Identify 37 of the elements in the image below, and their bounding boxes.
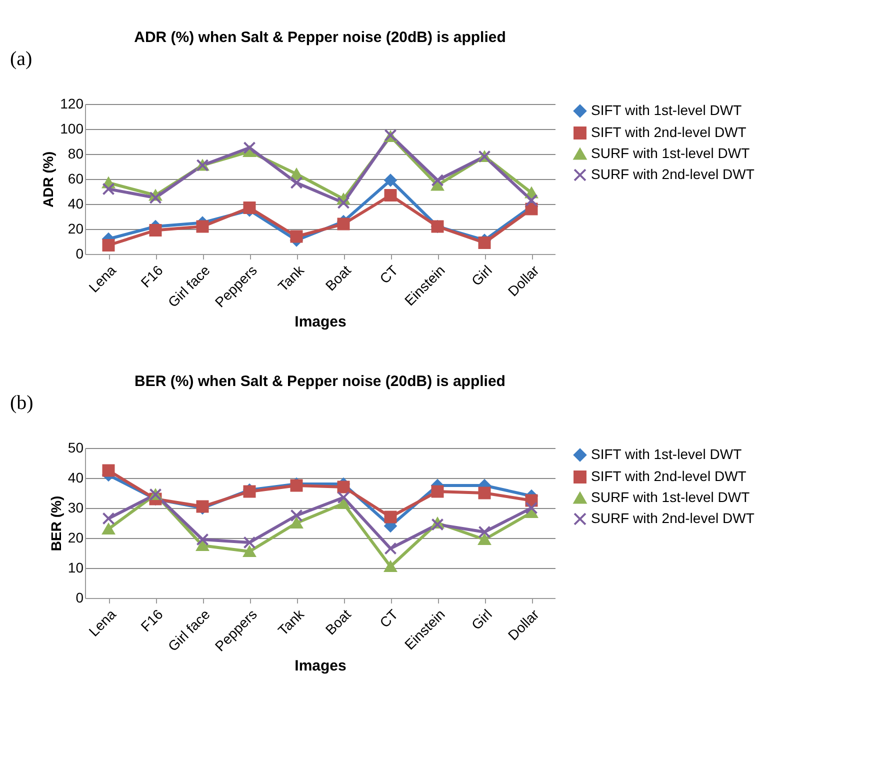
y-tick-label: 60	[68, 170, 84, 186]
y-tick-label: 20	[68, 220, 84, 236]
x-tick-label: Girl face	[164, 262, 214, 310]
legend-label: SURF with 2nd-level DWT	[591, 166, 755, 182]
x-tick-label: Girl	[468, 262, 495, 289]
y-tick-label: 120	[60, 96, 84, 112]
y-tick-label: 40	[68, 470, 84, 486]
x-tick-label: F16	[138, 606, 166, 634]
y-tick-label: 10	[68, 560, 84, 576]
legend-label: SURF with 2nd-level DWT	[591, 510, 755, 526]
y-tick-label: 100	[60, 120, 84, 136]
x-axis-title: Images	[294, 313, 346, 330]
y-tick-label: 40	[68, 196, 84, 212]
y-tick-label: 0	[76, 246, 84, 262]
text: (a)	[10, 48, 32, 70]
legend-label: SIFT with 2nd-level DWT	[591, 124, 747, 140]
legend-label: SURF with 1st-level DWT	[591, 489, 750, 505]
x-tick-label: Girl	[468, 606, 495, 633]
legend-label: SURF with 1st-level DWT	[591, 145, 750, 161]
legend-label: SIFT with 1st-level DWT	[591, 446, 742, 462]
y-axis-title: BER (%)	[48, 496, 64, 552]
chart-title: BER (%) when Salt & Pepper noise (20dB) is applied	[134, 373, 506, 390]
legend-label: SIFT with 1st-level DWT	[591, 102, 742, 118]
legend-label: SIFT with 2nd-level DWT	[591, 468, 747, 484]
x-tick-label: CT	[376, 606, 402, 631]
y-tick-label: 20	[68, 530, 84, 546]
x-tick-label: CT	[376, 262, 402, 287]
x-tick-label: F16	[138, 262, 166, 290]
x-tick-label: Girl face	[164, 606, 214, 654]
y-axis-title: ADR (%)	[40, 152, 56, 208]
y-tick-label: 30	[68, 500, 84, 516]
y-tick-label: 80	[68, 146, 84, 162]
y-tick-label: 0	[76, 590, 84, 606]
x-axis-title: Images	[294, 657, 346, 674]
text: (b)	[10, 392, 34, 414]
chart-title: ADR (%) when Salt & Pepper noise (20dB) is applied	[134, 29, 506, 46]
y-tick-label: 50	[68, 440, 84, 456]
